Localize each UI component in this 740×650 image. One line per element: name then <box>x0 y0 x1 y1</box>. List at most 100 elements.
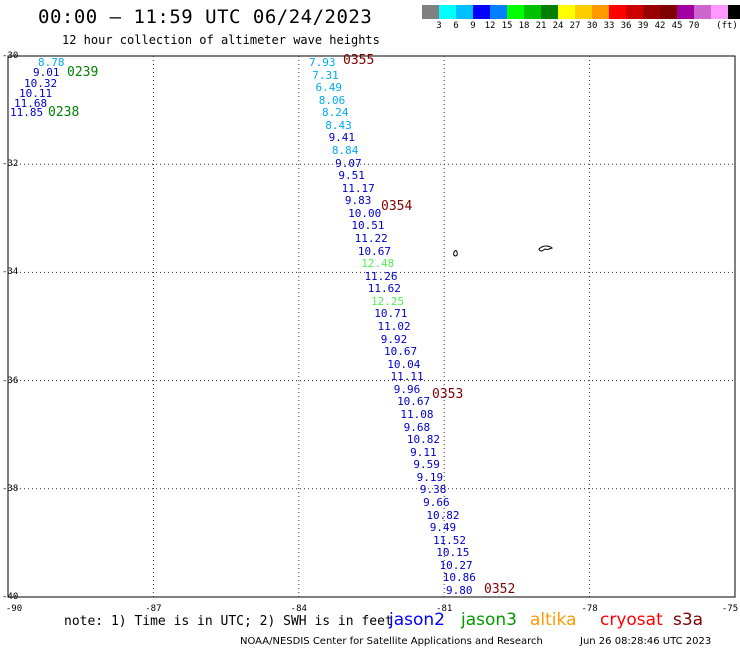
color-swatch <box>592 5 609 19</box>
longitude-label: -81 <box>436 604 453 614</box>
mission-legend-item: jason3 <box>461 610 517 630</box>
color-swatch <box>711 5 728 19</box>
color-swatch <box>609 5 626 19</box>
wave-height-value: 11.17 <box>341 181 375 195</box>
wave-height-value: 11.02 <box>377 320 411 333</box>
wave-height-value: 10.71 <box>374 307 408 321</box>
wave-height-value: 10.27 <box>439 558 473 572</box>
color-swatch <box>575 5 592 19</box>
wave-height-value: 8.06 <box>318 93 346 107</box>
color-scale-label: 15 <box>501 21 513 31</box>
pass-time-label: 0239 <box>67 65 99 80</box>
color-swatch <box>558 5 575 19</box>
footer-date: Jun 26 08:28:46 UTC 2023 <box>580 636 712 647</box>
longitude-label: -75 <box>721 604 739 614</box>
latitude-label: -32 <box>2 159 19 170</box>
wave-height-value: 11.22 <box>354 232 388 245</box>
wave-height-value: 10.11 <box>19 87 53 100</box>
wave-height-value: 10.82 <box>426 508 460 522</box>
color-scale-label: 39 <box>637 21 649 31</box>
wave-height-value: 10.00 <box>348 206 382 220</box>
pass-time-label: 0355 <box>343 53 375 68</box>
wave-height-value: 10.32 <box>24 77 58 90</box>
wave-height-value: 9.83 <box>344 194 372 208</box>
color-swatch <box>490 5 507 19</box>
color-swatch <box>694 5 711 19</box>
longitude-label: -90 <box>5 604 23 614</box>
latitude-label: -40 <box>2 592 19 602</box>
color-scale-label: 9 <box>470 21 476 31</box>
color-scale-label: 45 <box>671 21 683 31</box>
wave-height-value: 9.59 <box>413 458 440 472</box>
wave-height-value: 7.93 <box>309 56 336 69</box>
wave-height-value: 9.92 <box>380 332 408 346</box>
mission-legend-item: jason2 <box>389 610 445 630</box>
wave-height-value: 9.49 <box>429 521 457 535</box>
latitude-label: -36 <box>2 375 19 386</box>
map-subtitle: 12 hour collection of altimeter wave hei… <box>62 33 380 47</box>
color-scale-label: 6 <box>453 21 459 31</box>
wave-height-value: 10.51 <box>351 219 385 233</box>
mission-legend-item: s3a <box>673 610 704 630</box>
color-scale-label: 36 <box>620 21 632 31</box>
page-title: 00:00 – 11:59 UTC 06/24/2023 <box>38 6 373 28</box>
wave-height-value: 9.68 <box>403 420 431 434</box>
wave-height-value: 8.24 <box>322 106 349 120</box>
wave-height-value: 10.67 <box>384 345 418 359</box>
wave-height-value: 10.86 <box>442 571 476 585</box>
wave-height-value: 9.38 <box>419 483 447 497</box>
latitude-label: -34 <box>2 267 19 278</box>
pass-time-label: 0352 <box>484 582 516 597</box>
pass-time-label: 0353 <box>432 387 464 402</box>
longitude-label: -78 <box>581 604 598 614</box>
mission-legend-item: altika <box>530 610 577 630</box>
wave-height-value: 8.84 <box>331 144 359 157</box>
island-outline <box>538 245 553 252</box>
map-frame <box>7 55 736 598</box>
mission-legend-item: cryosat <box>600 610 663 630</box>
wave-height-value: 9.01 <box>33 66 60 79</box>
color-scale-label: 42 <box>654 21 666 31</box>
wave-height-value: 9.51 <box>338 169 365 183</box>
color-scale-label: 30 <box>586 21 598 31</box>
color-scale-label: 27 <box>569 21 581 31</box>
color-swatch <box>728 5 740 19</box>
wave-height-value: 11.11 <box>390 370 424 384</box>
latitude-label: -30 <box>2 51 19 61</box>
color-swatch <box>643 5 660 19</box>
wave-height-value: 11.62 <box>367 282 401 296</box>
wave-height-value: 9.19 <box>416 470 444 484</box>
color-scale-labels: 3 6 9 12 15 18 21 24 27 30 33 36 39 42 45 70 (ft) <box>422 21 740 33</box>
wave-height-value: 10.82 <box>406 433 440 447</box>
wave-height-value: 8.43 <box>325 118 352 132</box>
color-scale-bar <box>422 5 740 19</box>
color-swatch <box>473 5 490 19</box>
wave-height-value: 10.67 <box>357 244 392 258</box>
wave-height-value: 11.52 <box>432 533 467 547</box>
color-swatch <box>677 5 694 19</box>
color-swatch <box>439 5 456 19</box>
wave-height-value: 9.96 <box>393 382 421 396</box>
wave-height-value: 10.04 <box>387 357 421 371</box>
color-scale-label: 12 <box>484 21 496 31</box>
wave-height-value: 9.41 <box>328 131 356 145</box>
wave-height-value: 11.26 <box>364 269 398 283</box>
color-swatch <box>422 5 439 19</box>
color-swatch <box>456 5 473 19</box>
latitude-label: -38 <box>2 483 19 494</box>
color-swatch <box>541 5 558 19</box>
color-swatch <box>524 5 541 19</box>
wave-height-value: 9.07 <box>335 156 362 170</box>
wave-height-value: 7.31 <box>312 68 339 82</box>
wave-height-value: 8.78 <box>38 56 65 69</box>
color-scale-label: (ft) <box>716 21 738 31</box>
pass-time-label: 0238 <box>48 105 80 120</box>
wave-height-value: 12.48 <box>361 257 395 271</box>
wave-height-value: 12.25 <box>370 294 405 308</box>
color-scale-label: 33 <box>603 21 615 31</box>
wave-height-value: 9.66 <box>423 496 450 509</box>
wave-height-value: 10.67 <box>397 395 431 409</box>
wave-height-value: 11.85 <box>10 106 44 119</box>
color-swatch <box>660 5 677 19</box>
